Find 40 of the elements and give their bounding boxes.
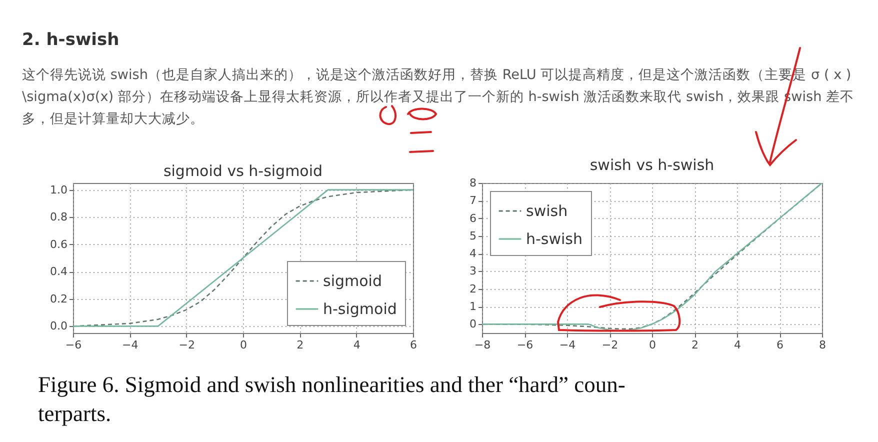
y-tick-label: 8 — [470, 176, 476, 190]
x-tick-label: 6 — [410, 338, 417, 352]
y-tick-label: 4 — [470, 247, 476, 260]
x-tick-label: −4 — [559, 338, 576, 352]
x-tick-label: −4 — [122, 338, 138, 352]
x-tick-label: 4 — [734, 338, 741, 352]
y-tick-label: 0.2 — [50, 292, 68, 306]
line-series — [73, 189, 413, 327]
legend-label: swish — [526, 202, 568, 220]
x-tick-label: −8 — [474, 338, 491, 352]
x-tick-label: 2 — [692, 338, 698, 352]
x-tick-label: 0 — [240, 338, 247, 352]
legend-label: sigmoid — [323, 272, 382, 290]
legend-label: h-swish — [526, 230, 582, 248]
chart-title: sigmoid vs h-sigmoid — [163, 162, 323, 180]
x-tick-label: 0 — [649, 338, 656, 352]
y-tick-label: 0.4 — [50, 265, 68, 278]
x-tick-label: 6 — [776, 338, 784, 352]
y-tick-label: 7 — [470, 194, 476, 208]
y-tick-label: 0.8 — [50, 210, 68, 224]
y-tick-label: 1.0 — [50, 183, 68, 196]
y-tick-label: 0 — [470, 318, 476, 331]
chart-title: swish vs h-swish — [590, 156, 714, 174]
y-tick-label: 2 — [470, 282, 476, 296]
y-tick-label: 0.0 — [50, 320, 68, 333]
x-tick-label: 8 — [819, 338, 826, 352]
x-tick-label: 4 — [353, 338, 360, 352]
y-tick-label: 5 — [470, 229, 476, 242]
caption: Figure 6. Sigmoid and swish nonlinearities and ther “hard” coun- terparts. — [38, 371, 626, 428]
legend-label: h-sigmoid — [323, 300, 397, 318]
x-tick-label: −6 — [65, 338, 82, 352]
y-tick-label: 0.6 — [50, 238, 68, 251]
x-tick-label: −2 — [178, 338, 195, 352]
y-tick-label: 6 — [470, 212, 476, 225]
x-tick-label: −2 — [602, 338, 618, 352]
x-tick-label: 2 — [296, 338, 304, 352]
y-tick-label: 1 — [470, 300, 476, 314]
y-tick-label: 3 — [470, 264, 476, 278]
text: 2. h-swish — [22, 30, 120, 50]
x-tick-label: −6 — [516, 338, 534, 352]
